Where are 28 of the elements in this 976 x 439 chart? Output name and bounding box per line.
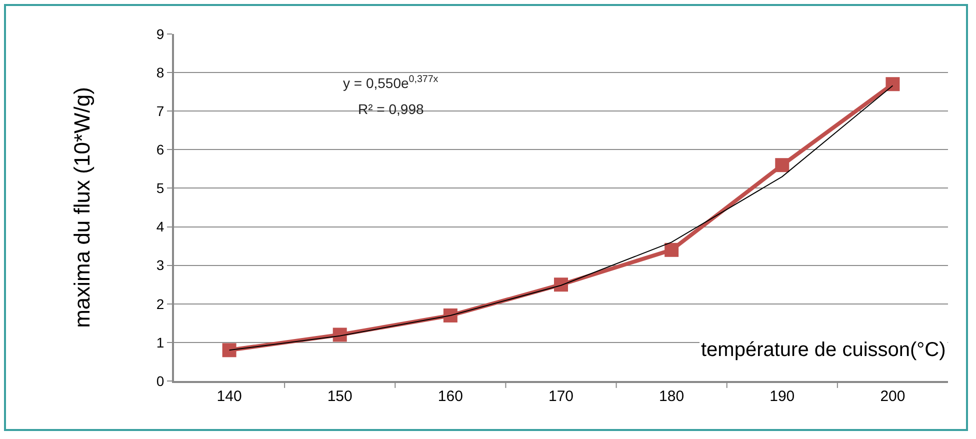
x-tick-label: 170 xyxy=(548,388,574,405)
y-tick-label: 4 xyxy=(156,218,164,235)
point xyxy=(664,242,679,257)
point xyxy=(554,278,568,292)
y-tick-label: 0 xyxy=(156,372,164,389)
y-tick-label: 8 xyxy=(156,64,164,80)
y-tick-label: 7 xyxy=(156,103,164,120)
point xyxy=(443,308,458,322)
y-axis-title: maxima du flux (10*W/g) xyxy=(70,87,95,328)
point xyxy=(886,77,900,92)
y-tick-label: 2 xyxy=(156,296,164,312)
y-tick-label: 3 xyxy=(156,257,164,274)
y-tick-label: 9 xyxy=(156,26,164,42)
x-tick-label: 180 xyxy=(659,388,684,405)
annotation: R² = 0,998 xyxy=(358,101,424,117)
y-tick-label: 1 xyxy=(156,334,164,350)
y-tick-label: 6 xyxy=(156,142,164,158)
x-tick-label: 200 xyxy=(880,388,906,405)
point xyxy=(775,158,790,172)
x-tick-label: 150 xyxy=(327,388,352,405)
annotation: y = 0,550e$^{0,377x}$ xyxy=(343,74,438,91)
y-tick-label: 5 xyxy=(156,180,164,196)
x-axis-title: température de cuisson(°C) xyxy=(701,339,946,361)
point xyxy=(332,328,347,342)
x-tick-label: 160 xyxy=(438,388,463,405)
x-tick-label: 190 xyxy=(770,388,795,405)
point xyxy=(222,343,236,358)
x-tick-label: 140 xyxy=(216,388,242,405)
